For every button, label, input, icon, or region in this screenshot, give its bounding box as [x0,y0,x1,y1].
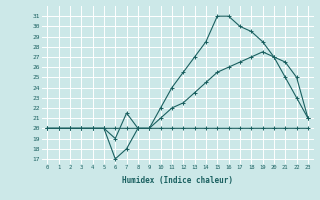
X-axis label: Humidex (Indice chaleur): Humidex (Indice chaleur) [122,176,233,185]
